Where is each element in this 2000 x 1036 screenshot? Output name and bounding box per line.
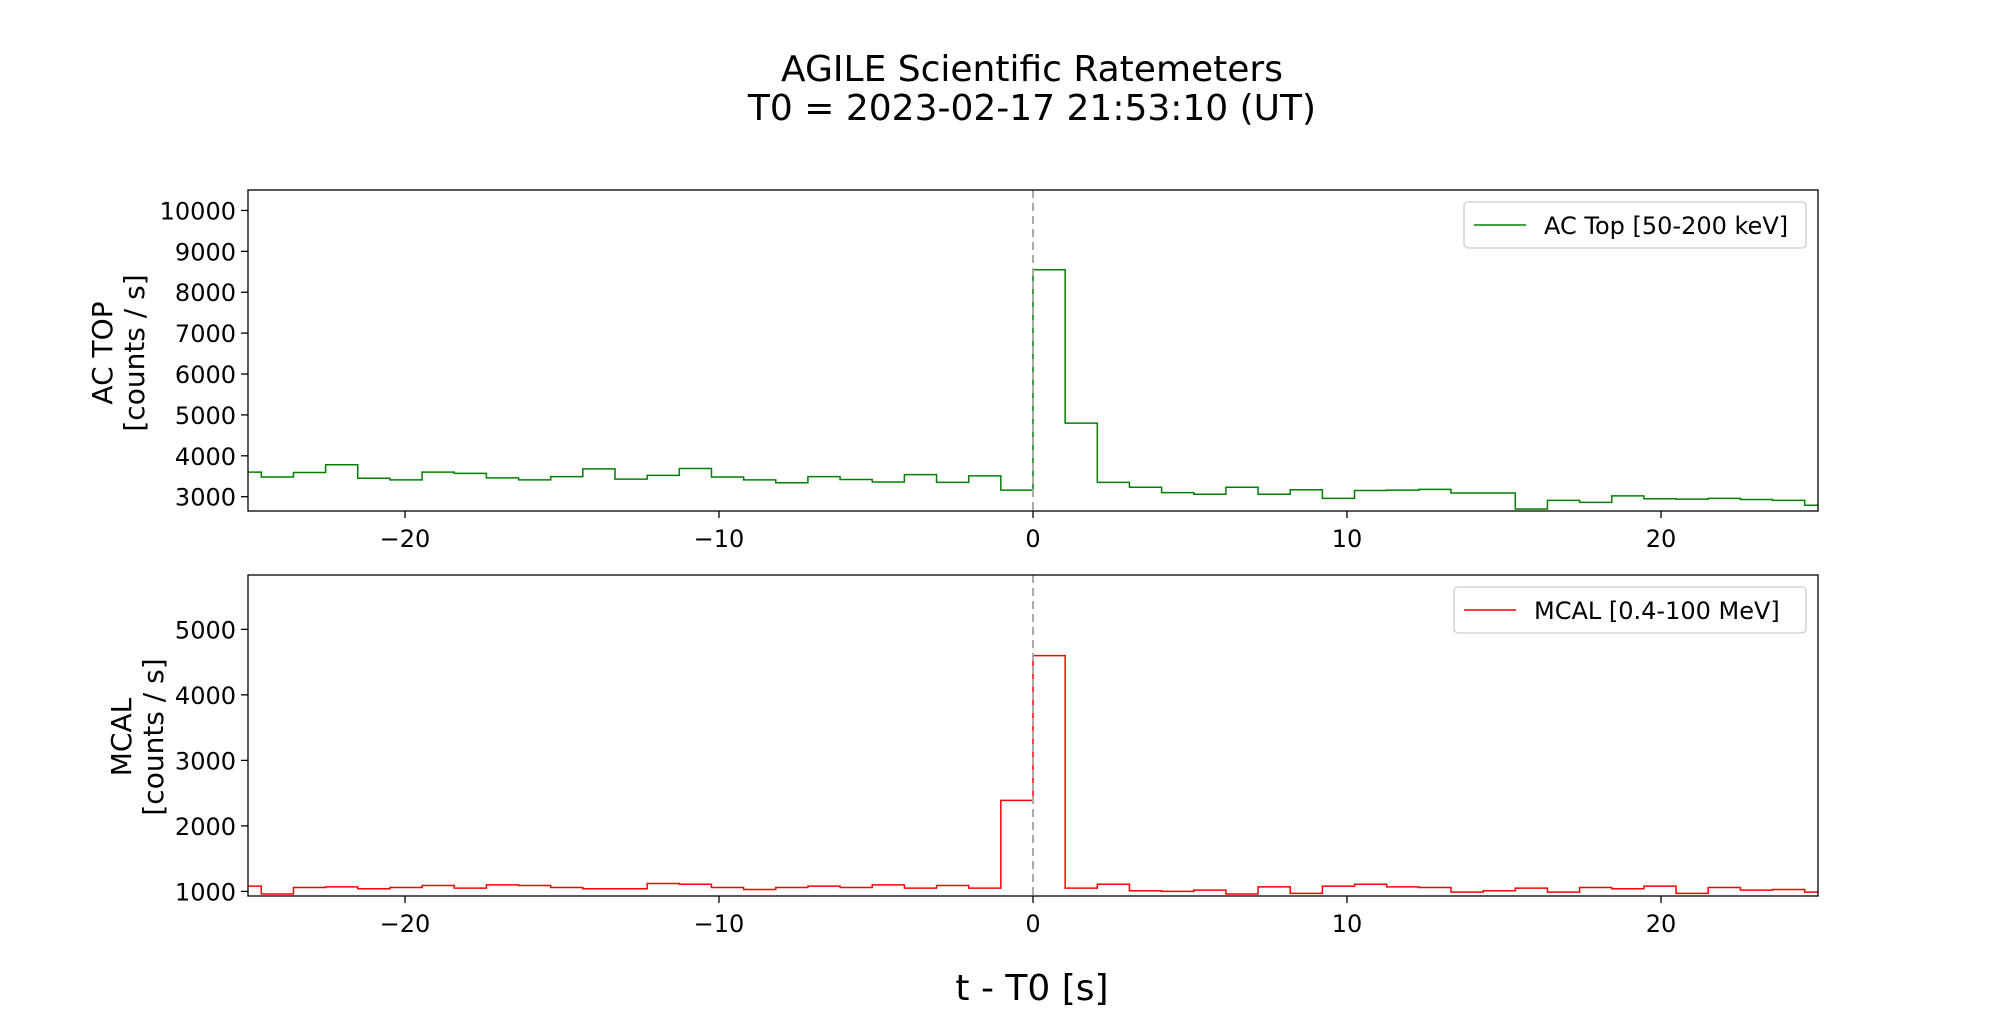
- chart-title-line1: AGILE Scientific Ratemeters: [781, 49, 1283, 90]
- ac-top-x-ticks: −20 −10 0 10 20: [380, 511, 1677, 553]
- mcal-panel: MCAL [counts / s] 1000 2000 3000 4000 5000 −…: [105, 574, 1819, 938]
- ac-top-y-tick-label: 4000: [175, 443, 236, 471]
- ac-top-y-tick-label: 7000: [175, 320, 236, 348]
- ac-top-x-tick-label: 20: [1646, 525, 1677, 553]
- mcal-legend: MCAL [0.4-100 MeV]: [1453, 586, 1807, 634]
- mcal-legend-label: MCAL [0.4-100 MeV]: [1534, 597, 1780, 625]
- ac-top-panel: AC TOP [counts / s] 3000 4000 5000 6000 7000…: [86, 189, 1819, 553]
- ac-top-y-tick-label: 3000: [175, 484, 236, 512]
- ac-top-y-ticks: 3000 4000 5000 6000 7000 8000 9000 10000: [160, 197, 248, 512]
- ac-top-x-tick-label: 0: [1025, 525, 1040, 553]
- mcal-ylabel-line1: MCAL: [105, 697, 138, 776]
- ac-top-y-tick-label: 5000: [175, 402, 236, 430]
- ac-top-ylabel-line1: AC TOP: [86, 301, 119, 404]
- mcal-y-ticks: 1000 2000 3000 4000 5000: [175, 616, 248, 906]
- ac-top-ylabel-line2: [counts / s]: [118, 274, 151, 431]
- ac-top-legend-box: [1463, 201, 1807, 249]
- mcal-y-tick-label: 4000: [175, 682, 236, 710]
- ac-top-y-tick-label: 10000: [160, 197, 236, 225]
- mcal-plot-area: [248, 575, 1818, 896]
- ac-top-axes-frame: [247, 189, 1819, 512]
- ac-top-x-tick-label: −10: [694, 525, 745, 553]
- ac-top-y-tick-label: 9000: [175, 238, 236, 266]
- mcal-legend-box: [1453, 586, 1807, 634]
- mcal-y-tick-label: 5000: [175, 616, 236, 644]
- mcal-x-tick-label: −20: [380, 910, 431, 938]
- ac-top-legend: AC Top [50-200 keV]: [1463, 201, 1807, 249]
- ac-top-x-tick-label: −20: [380, 525, 431, 553]
- mcal-y-tick-label: 3000: [175, 747, 236, 775]
- ac-top-y-axis-label: AC TOP [counts / s]: [86, 274, 151, 431]
- mcal-x-tick-label: 20: [1646, 910, 1677, 938]
- mcal-y-axis-label: MCAL [counts / s]: [105, 658, 170, 815]
- mcal-x-tick-label: 10: [1332, 910, 1363, 938]
- ac-top-legend-label: AC Top [50-200 keV]: [1544, 212, 1788, 240]
- ac-top-y-tick-label: 8000: [175, 279, 236, 307]
- ac-top-y-tick-label: 6000: [175, 361, 236, 389]
- x-axis-label: t - T0 [s]: [955, 968, 1108, 1009]
- mcal-x-ticks: −20 −10 0 10 20: [380, 896, 1677, 938]
- chart-title-line2: T0 = 2023-02-17 21:53:10 (UT): [747, 88, 1316, 129]
- ac-top-x-tick-label: 10: [1332, 525, 1363, 553]
- mcal-x-tick-label: −10: [694, 910, 745, 938]
- mcal-axes-frame: [247, 574, 1819, 897]
- mcal-y-tick-label: 2000: [175, 813, 236, 841]
- mcal-x-tick-label: 0: [1025, 910, 1040, 938]
- ac-top-plot-area: [248, 190, 1818, 511]
- mcal-y-tick-label: 1000: [175, 878, 236, 906]
- mcal-ylabel-line2: [counts / s]: [137, 658, 170, 815]
